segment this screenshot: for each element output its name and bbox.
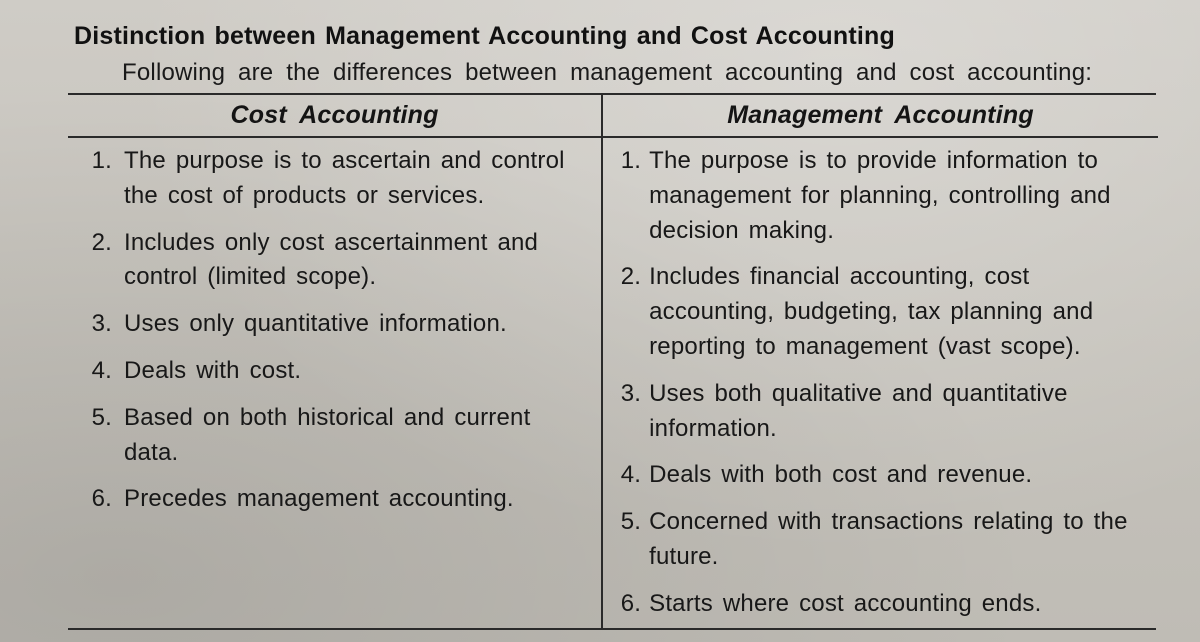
row-number: 6. <box>607 587 649 622</box>
cost-cell: Precedes management accounting. <box>124 482 589 517</box>
table-row: 2. Includes financial accounting, cost a… <box>603 254 1158 370</box>
column-cost-accounting: Cost Accounting 1. The purpose is to asc… <box>68 95 603 628</box>
row-number: 1. <box>72 144 124 179</box>
table-row: 4. Deals with both cost and revenue. <box>603 452 1158 499</box>
row-number: 3. <box>607 377 649 412</box>
table-row: 2. Includes only cost ascertainment and … <box>68 220 601 302</box>
table-row: 1. The purpose is to ascertain and contr… <box>68 138 601 220</box>
cost-cell: Based on both historical and current dat… <box>124 401 589 471</box>
row-number: 5. <box>72 401 124 436</box>
table-row: 4. Deals with cost. <box>68 348 601 395</box>
row-number: 2. <box>607 260 649 295</box>
row-number: 4. <box>72 354 124 389</box>
table-row: 5. Concerned with transactions relating … <box>603 499 1158 581</box>
row-number: 1. <box>607 144 649 179</box>
column-header-cost: Cost Accounting <box>68 95 601 138</box>
cost-cell: Includes only cost ascertainment and con… <box>124 226 589 296</box>
row-number: 6. <box>72 482 124 517</box>
table-row: 6. Starts where cost accounting ends. <box>603 581 1158 628</box>
row-number: 2. <box>72 226 124 261</box>
table-row: 1. The purpose is to provide information… <box>603 138 1158 254</box>
mgmt-cell: Uses both qualitative and quantitative i… <box>649 377 1146 447</box>
cost-cell: Deals with cost. <box>124 354 589 389</box>
mgmt-cell: Includes financial accounting, cost acco… <box>649 260 1146 364</box>
row-number: 3. <box>72 307 124 342</box>
mgmt-cell: Deals with both cost and revenue. <box>649 458 1146 493</box>
column-management-accounting: Management Accounting 1. The purpose is … <box>603 95 1158 628</box>
mgmt-cell: Concerned with transactions relating to … <box>649 505 1146 575</box>
page: Distinction between Management Accountin… <box>0 0 1200 630</box>
cost-cell: Uses only quantitative information. <box>124 307 589 342</box>
column-header-management: Management Accounting <box>603 95 1158 138</box>
table-row: 3. Uses both qualitative and quantitativ… <box>603 371 1158 453</box>
table-row: 3. Uses only quantitative information. <box>68 301 601 348</box>
table-row: 6. Precedes management accounting. <box>68 476 601 523</box>
row-number: 5. <box>607 505 649 540</box>
table-row: 5. Based on both historical and current … <box>68 395 601 477</box>
mgmt-cell: The purpose is to provide information to… <box>649 144 1146 248</box>
comparison-table: Cost Accounting 1. The purpose is to asc… <box>68 93 1156 630</box>
cost-cell: The purpose is to ascertain and control … <box>124 144 589 214</box>
intro-text: Following are the differences between ma… <box>122 59 1156 87</box>
mgmt-cell: Starts where cost accounting ends. <box>649 587 1146 622</box>
page-title: Distinction between Management Accountin… <box>74 22 1156 51</box>
row-number: 4. <box>607 458 649 493</box>
